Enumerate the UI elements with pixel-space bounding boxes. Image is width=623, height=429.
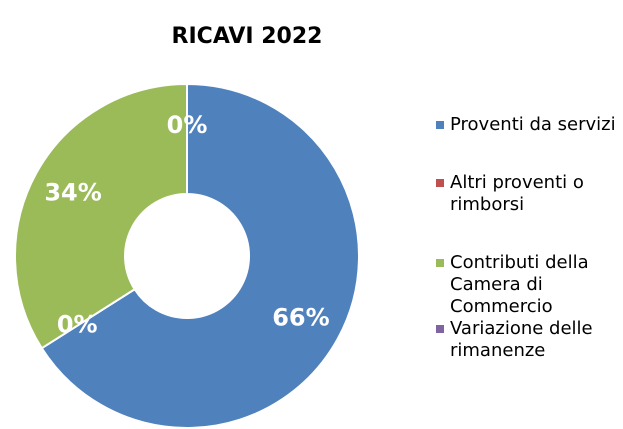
legend-entry: Proventi da servizi xyxy=(436,114,621,136)
legend-swatch xyxy=(436,121,444,129)
legend-swatch xyxy=(436,259,444,267)
chart-title: RICAVI 2022 xyxy=(172,24,323,49)
donut-slice xyxy=(14,82,188,350)
legend-entry: Contributi della Camera di Commercio xyxy=(436,252,621,318)
legend-entry: Variazione delle rimanenze xyxy=(436,318,621,362)
data-label: 34% xyxy=(44,178,101,206)
legend: Proventi da servizi Altri proventi o rimb… xyxy=(436,114,621,398)
legend-entry: Altri proventi o rimborsi xyxy=(436,172,621,216)
legend-swatch xyxy=(436,179,444,187)
legend-label: Contributi della Camera di Commercio xyxy=(450,252,589,317)
donut-slice xyxy=(40,82,360,429)
data-label: 0% xyxy=(57,311,98,339)
data-label: 66% xyxy=(272,304,329,332)
legend-label: Altri proventi o rimborsi xyxy=(450,172,584,215)
legend-label: Proventi da servizi xyxy=(450,114,616,135)
legend-label: Variazione delle rimanenze xyxy=(450,318,593,361)
legend-swatch xyxy=(436,325,444,333)
data-label: 0% xyxy=(167,111,208,139)
